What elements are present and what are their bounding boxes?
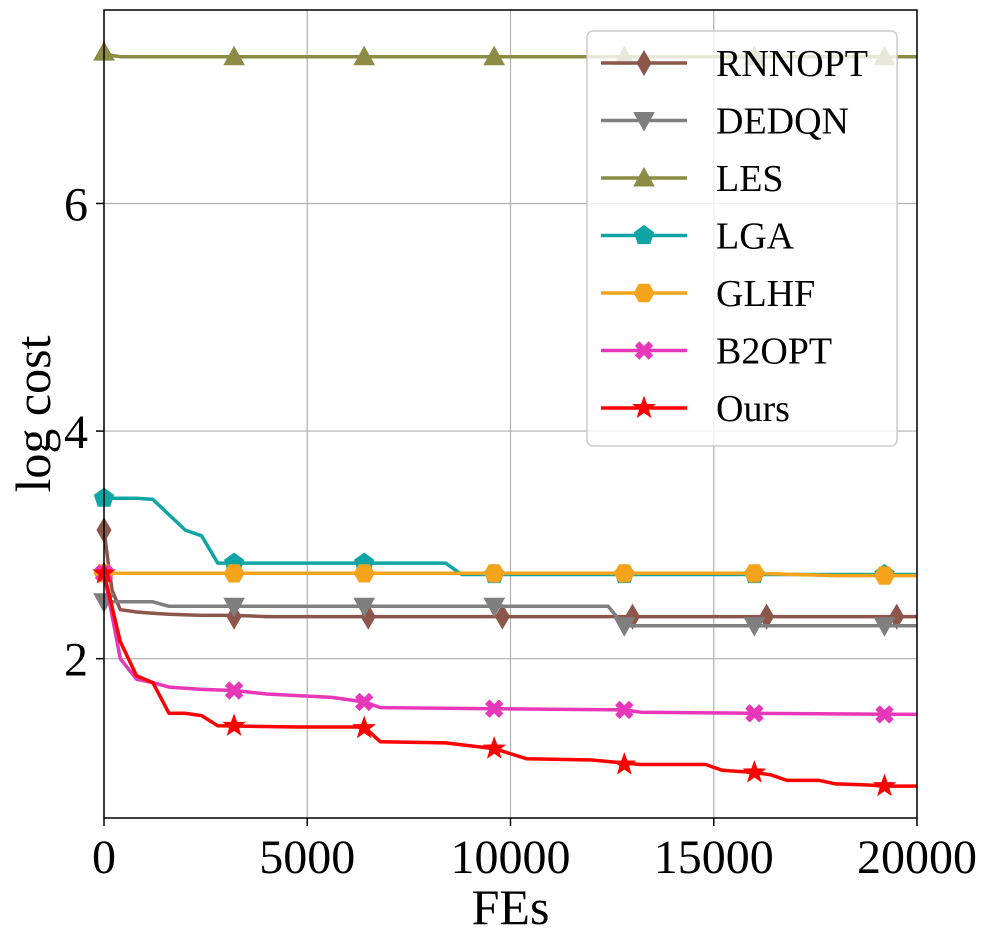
data-point-marker <box>353 45 376 66</box>
y-tick-label: 6 <box>64 178 88 231</box>
data-point-marker <box>353 597 376 618</box>
series-dedqn <box>93 593 917 637</box>
x-tick-label: 20000 <box>857 831 977 884</box>
data-point-marker <box>745 704 764 723</box>
y-axis-title: log cost <box>5 335 61 492</box>
x-axis-title: FEs <box>472 879 550 935</box>
legend-label: Ours <box>716 388 790 430</box>
series-line <box>104 600 917 628</box>
x-tick-label: 5000 <box>259 831 355 884</box>
legend-marker <box>632 395 656 419</box>
y-tick-label: 4 <box>64 406 88 459</box>
data-point-marker <box>484 699 504 718</box>
legend-label: LGA <box>716 216 795 258</box>
data-point-marker <box>742 760 767 783</box>
series-glhf <box>93 564 917 585</box>
legend-box <box>586 30 898 447</box>
data-point-marker <box>615 700 634 720</box>
legend-item: B2OPT <box>601 331 832 373</box>
data-point-marker <box>613 617 636 637</box>
x-tick-label: 0 <box>92 831 116 884</box>
data-point-marker <box>873 566 896 585</box>
data-point-marker <box>223 45 245 66</box>
legend-marker <box>634 341 654 360</box>
legend-item: LES <box>601 158 784 200</box>
legend-item: RNNOPT <box>601 43 868 85</box>
legend-item: GLHF <box>601 273 815 315</box>
legend-marker <box>636 50 652 76</box>
series-group <box>92 41 918 797</box>
legend-label: DEDQN <box>716 101 849 143</box>
data-point-marker <box>612 752 637 775</box>
data-point-marker <box>873 617 896 637</box>
data-point-marker <box>743 564 765 583</box>
legend: RNNOPT DEDQN LES LGA GLHF B2OPT Ours <box>586 30 898 447</box>
data-point-marker <box>872 773 897 797</box>
data-point-marker <box>224 681 244 700</box>
data-point-marker <box>875 705 894 724</box>
plot-area-frame <box>103 9 918 819</box>
legend-marker <box>633 283 655 303</box>
legend-marker <box>633 166 655 187</box>
series-line <box>102 572 917 788</box>
x-tick-label: 15000 <box>654 831 774 884</box>
legend-label: RNNOPT <box>716 43 868 85</box>
legend-item: LGA <box>601 216 795 258</box>
data-point-marker <box>889 603 905 630</box>
data-point-marker <box>483 45 506 66</box>
legend-label: LES <box>716 158 784 200</box>
data-point-marker <box>613 564 635 583</box>
data-point-marker <box>759 603 775 630</box>
legend-marker <box>633 112 655 132</box>
data-point-marker <box>223 564 245 583</box>
data-point-marker <box>482 736 507 759</box>
y-tick-label: 2 <box>64 634 88 687</box>
legend-item: DEDQN <box>601 101 849 143</box>
x-tick-label: 10000 <box>451 831 571 884</box>
data-point-marker <box>483 597 506 618</box>
data-point-marker <box>223 597 245 618</box>
data-point-marker <box>222 713 246 736</box>
data-point-marker <box>494 603 510 630</box>
data-point-marker <box>483 564 505 583</box>
data-point-marker <box>353 564 375 583</box>
data-point-marker <box>352 715 377 739</box>
legend-label: B2OPT <box>716 331 832 373</box>
ticks: 0 5000 10000 15000 20000 2 4 6 <box>64 178 977 884</box>
legend-label: GLHF <box>716 273 815 315</box>
data-point-marker <box>743 617 766 637</box>
data-point-marker <box>354 692 374 712</box>
legend-item: Ours <box>601 388 790 430</box>
legend-marker <box>633 224 655 245</box>
